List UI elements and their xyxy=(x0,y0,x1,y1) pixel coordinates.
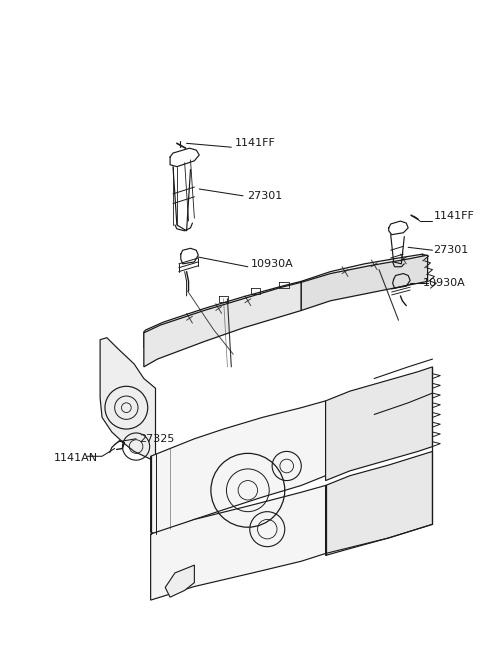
Polygon shape xyxy=(100,338,156,459)
Polygon shape xyxy=(151,401,325,534)
Text: 1141FF: 1141FF xyxy=(235,138,276,148)
Polygon shape xyxy=(151,485,325,600)
Polygon shape xyxy=(165,565,194,597)
Text: 27325: 27325 xyxy=(139,434,174,444)
Text: 27301: 27301 xyxy=(433,245,468,255)
Text: 1141AN: 1141AN xyxy=(53,453,97,463)
Polygon shape xyxy=(325,451,432,555)
Polygon shape xyxy=(144,282,301,347)
Text: 27301: 27301 xyxy=(247,191,282,201)
Text: 10930A: 10930A xyxy=(423,278,466,288)
Polygon shape xyxy=(144,282,301,367)
Polygon shape xyxy=(325,367,432,481)
Text: 1141FF: 1141FF xyxy=(433,211,474,221)
Polygon shape xyxy=(301,255,428,310)
Text: 10930A: 10930A xyxy=(251,259,293,269)
Polygon shape xyxy=(301,254,423,296)
